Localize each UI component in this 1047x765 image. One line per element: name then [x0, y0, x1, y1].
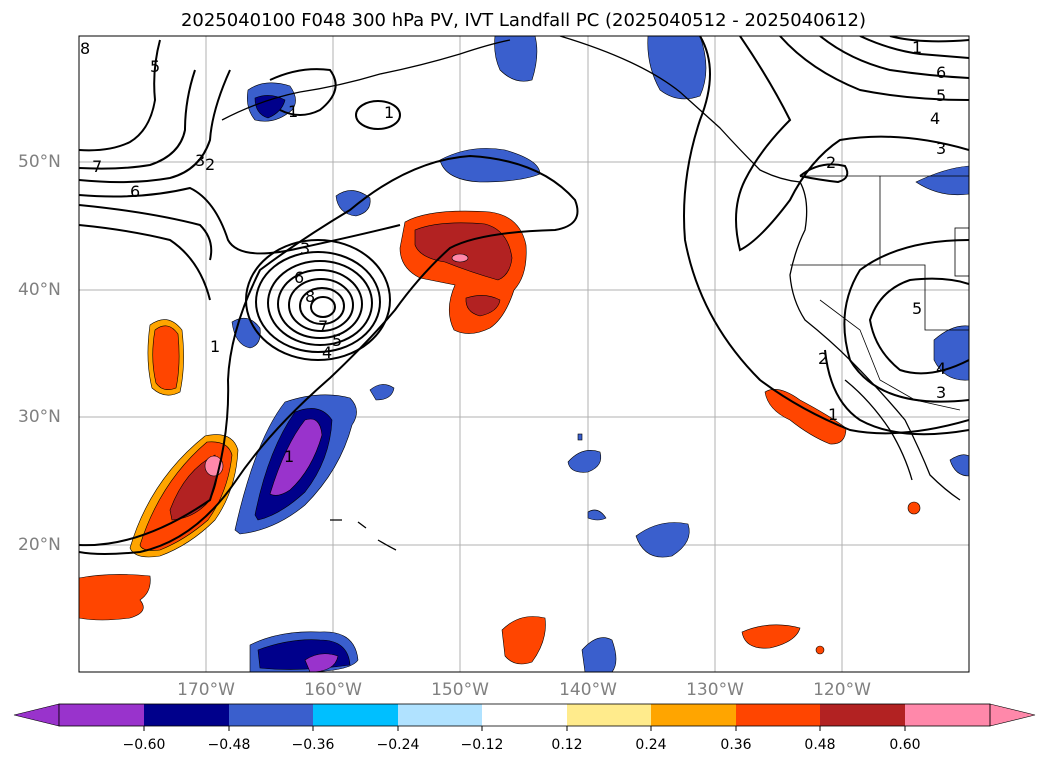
lat-label: 40°N: [18, 280, 61, 300]
contour-label: 2: [818, 349, 828, 368]
colorbar-bin: [144, 704, 229, 726]
contour-label: 2: [826, 153, 836, 172]
colorbar-tick-label: −0.24: [376, 737, 420, 753]
colorbar-bin: [59, 704, 144, 726]
colorbar-bin: [651, 704, 736, 726]
contour-label: 1: [284, 447, 294, 466]
contour-label: 3: [300, 239, 310, 258]
lon-label: 150°W: [431, 680, 489, 700]
contour-label: 5: [150, 57, 160, 76]
map-title: 2025040100 F048 300 hPa PV, IVT Landfall…: [180, 10, 867, 31]
contour-labels: 1 1 1 1 1 1 2 2 2 3 3 3 3 4 4 4 5 5 5 5 …: [80, 38, 946, 466]
colorbar-bin: [736, 704, 820, 726]
contour-label: 8: [80, 39, 90, 58]
contour-label: 1: [288, 102, 298, 121]
colorbar-tick-label: −0.36: [291, 737, 335, 753]
positive-pc-patches: [79, 210, 921, 665]
contour-label: 1: [912, 38, 922, 57]
contour-label: 2: [205, 155, 215, 174]
contour-label: 5: [912, 299, 922, 318]
pv-contours: [79, 36, 969, 555]
colorbar-tick-label: −0.12: [460, 737, 504, 753]
contour-label: 5: [332, 331, 342, 350]
colorbar-min-extend: [13, 703, 60, 727]
colorbar-bin: [229, 704, 313, 726]
map-plot-area: 1 1 1 1 1 1 2 2 2 3 3 3 3 4 4 4 5 5 5 5 …: [79, 36, 969, 672]
colorbar-bin: [482, 704, 567, 726]
lat-label: 30°N: [18, 407, 61, 427]
colorbar-tick-label: −0.60: [122, 737, 166, 753]
political-borders: [790, 175, 969, 411]
contour-label: 1: [828, 405, 838, 424]
lon-label: 130°W: [686, 680, 744, 700]
contour-label: 3: [936, 139, 946, 158]
lon-label: 140°W: [559, 680, 617, 700]
contour-label: 3: [195, 151, 205, 170]
colorbar-tick-label: −0.48: [207, 737, 251, 753]
colorbar-max-extend: [989, 703, 1036, 727]
contour-label: 5: [936, 86, 946, 105]
contour-label: 4: [930, 109, 940, 128]
colorbar-tick-label: 0.24: [635, 737, 667, 753]
colorbar-bin: [313, 704, 398, 726]
contour-label: 1: [210, 337, 220, 356]
lat-label: 50°N: [18, 152, 61, 172]
lon-label: 160°W: [304, 680, 362, 700]
colorbar-bin: [398, 704, 482, 726]
lat-label: 20°N: [18, 535, 61, 555]
contour-label: 7: [318, 317, 328, 336]
lon-label: 120°W: [813, 680, 871, 700]
colorbar-bin: [567, 704, 651, 726]
colorbar-tick-label: 0.48: [804, 737, 836, 753]
lon-label: 170°W: [177, 680, 235, 700]
map-frame: [78, 35, 970, 673]
contour-label: 6: [294, 268, 304, 287]
colorbar: [13, 703, 1036, 731]
contour-label: 1: [384, 103, 394, 122]
colorbar-tick-label: 0.12: [551, 737, 583, 753]
contour-label: 6: [936, 63, 946, 82]
colorbar-bin: [820, 704, 905, 726]
contour-label: 7: [92, 157, 102, 176]
contour-label: 6: [130, 182, 140, 201]
colorbar-bin: [905, 704, 990, 726]
colorbar-tick-label: 0.36: [720, 737, 752, 753]
contour-label: 8: [305, 287, 315, 306]
contour-label: 3: [936, 383, 946, 402]
contour-label: 4: [322, 343, 332, 362]
colorbar-tick-label: 0.60: [889, 737, 921, 753]
coastlines: [221, 36, 961, 551]
contour-label: 4: [936, 359, 946, 378]
